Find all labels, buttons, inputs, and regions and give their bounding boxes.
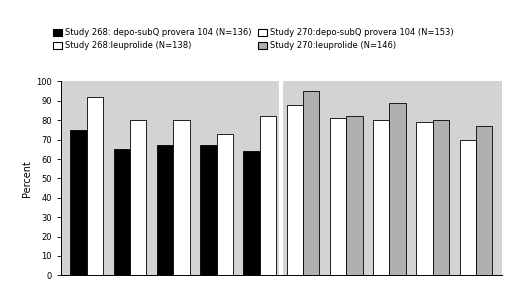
Bar [346, 116, 363, 275]
Bar [260, 116, 276, 275]
Bar [389, 103, 406, 275]
Bar [433, 120, 449, 275]
Bar [459, 140, 476, 275]
Bar [87, 97, 103, 275]
Bar [173, 120, 190, 275]
Bar [373, 120, 389, 275]
Bar [476, 126, 492, 275]
Bar [303, 91, 319, 275]
Bar [157, 146, 173, 275]
Bar [330, 118, 346, 275]
Bar [216, 134, 233, 275]
Bar [200, 146, 216, 275]
Bar [130, 120, 147, 275]
Bar [286, 105, 303, 275]
Bar [243, 151, 260, 275]
Bar [416, 122, 433, 275]
Bar [70, 130, 87, 275]
Legend: Study 268: depo-subQ provera 104 (N=136), Study 268:leuprolide (N=138), Study 27: Study 268: depo-subQ provera 104 (N=136)… [49, 24, 458, 55]
Bar [114, 149, 130, 275]
Y-axis label: Percent: Percent [22, 160, 32, 197]
